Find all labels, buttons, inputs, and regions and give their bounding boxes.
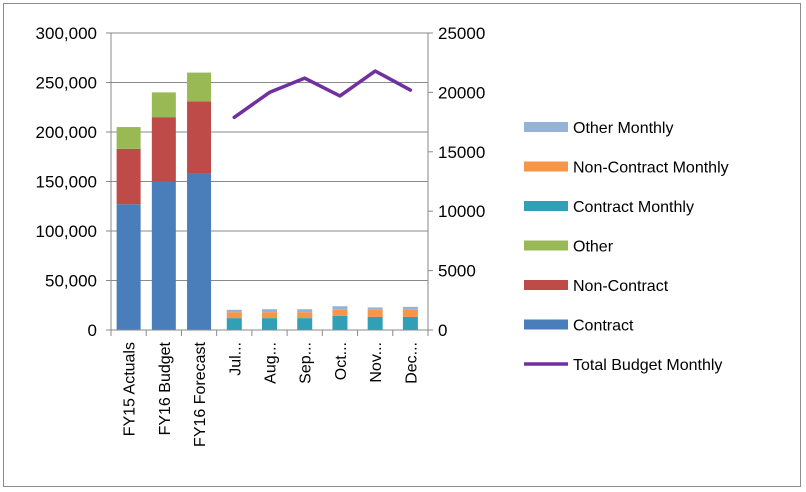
bar-non-contract-monthly xyxy=(226,312,242,319)
bar-non-contract xyxy=(116,148,141,205)
bar-non-contract xyxy=(151,117,176,182)
right-axis-tick-label: 20000 xyxy=(438,83,485,102)
legend-label-non-contract: Non-Contract xyxy=(573,278,669,295)
bar-contract-monthly xyxy=(262,318,277,330)
line-series xyxy=(232,69,413,120)
bar-contract xyxy=(151,181,176,330)
left-axis-tick-label: 100,000 xyxy=(36,222,97,241)
bar-other xyxy=(187,72,212,102)
left-axis-tick-label: 150,000 xyxy=(36,173,97,192)
category-label: Aug... xyxy=(263,342,280,384)
bar-contract xyxy=(187,173,212,330)
left-axis-tick-label: 300,000 xyxy=(36,24,97,43)
bar-other-monthly xyxy=(226,309,242,313)
right-axis-ticks: 0 5000 10000 15000 20000 25000 xyxy=(438,24,485,340)
bar-contract-monthly xyxy=(332,315,348,330)
category-label: Jul... xyxy=(227,342,244,376)
legend-label-total-budget-monthly: Total Budget Monthly xyxy=(573,357,722,374)
right-axis-tick-label: 0 xyxy=(438,321,447,340)
bar-other-monthly xyxy=(262,309,277,313)
legend-swatch-other xyxy=(524,240,568,251)
category-label: FY16 Forecast xyxy=(192,341,209,446)
bar-contract-monthly xyxy=(402,316,418,330)
legend-label-contract: Contract xyxy=(573,318,634,335)
legend-swatch-contract-monthly xyxy=(524,201,568,211)
bar-contract-monthly xyxy=(367,316,383,330)
bar-non-contract xyxy=(187,101,212,174)
legend-swatch-contract xyxy=(524,319,568,330)
category-label: Dec... xyxy=(403,342,420,384)
bar-other xyxy=(116,127,141,149)
category-label: FY16 Budget xyxy=(157,341,174,435)
left-axis-tick-label: 50,000 xyxy=(45,272,97,291)
bar-non-contract-monthly xyxy=(262,312,277,319)
bar-non-contract-monthly xyxy=(402,309,418,317)
left-axis-tick-label: 0 xyxy=(88,321,97,340)
left-axis-tick-label: 250,000 xyxy=(36,74,97,93)
line-total-budget-monthly xyxy=(232,69,413,120)
left-axis-tick-label: 200,000 xyxy=(36,123,97,142)
bar-non-contract-monthly xyxy=(367,309,383,317)
category-label: Nov... xyxy=(368,342,385,383)
legend: Other Monthly Non-Contract Monthly Contrac… xyxy=(524,120,729,374)
axes xyxy=(106,32,433,336)
bar-other-monthly xyxy=(402,306,418,310)
bar-series xyxy=(116,72,418,330)
legend-label-contract-monthly: Contract Monthly xyxy=(573,199,694,216)
bar-other-monthly xyxy=(297,309,313,313)
right-axis-tick-label: 5000 xyxy=(438,262,476,281)
bar-other xyxy=(151,92,176,118)
right-axis-tick-label: 15000 xyxy=(438,143,485,162)
left-axis-ticks: 0 50,000 100,000 150,000 200,000 250,000 300,0… xyxy=(36,24,97,340)
bar-contract xyxy=(116,204,141,330)
category-label: Oct... xyxy=(333,342,350,380)
bar-contract-monthly xyxy=(297,318,313,330)
legend-label-other: Other xyxy=(573,239,614,256)
legend-label-non-contract-monthly: Non-Contract Monthly xyxy=(573,160,729,177)
category-label: FY15 Actuals xyxy=(122,342,139,436)
bar-contract-monthly xyxy=(226,318,242,330)
category-label: Sep... xyxy=(298,342,315,384)
legend-label-other-monthly: Other Monthly xyxy=(573,120,673,137)
right-axis-tick-label: 25000 xyxy=(438,24,485,43)
legend-swatch-other-monthly xyxy=(524,122,568,132)
legend-swatch-non-contract-monthly xyxy=(524,161,568,172)
bar-non-contract-monthly xyxy=(332,309,348,316)
category-labels: FY15 Actuals FY16 Budget FY16 Forecast Jul.… xyxy=(122,341,421,446)
bar-other-monthly xyxy=(367,307,383,310)
right-axis-tick-label: 10000 xyxy=(438,202,485,221)
bar-other-monthly xyxy=(332,306,348,310)
legend-swatch-non-contract xyxy=(524,280,568,290)
bar-non-contract-monthly xyxy=(297,312,313,319)
